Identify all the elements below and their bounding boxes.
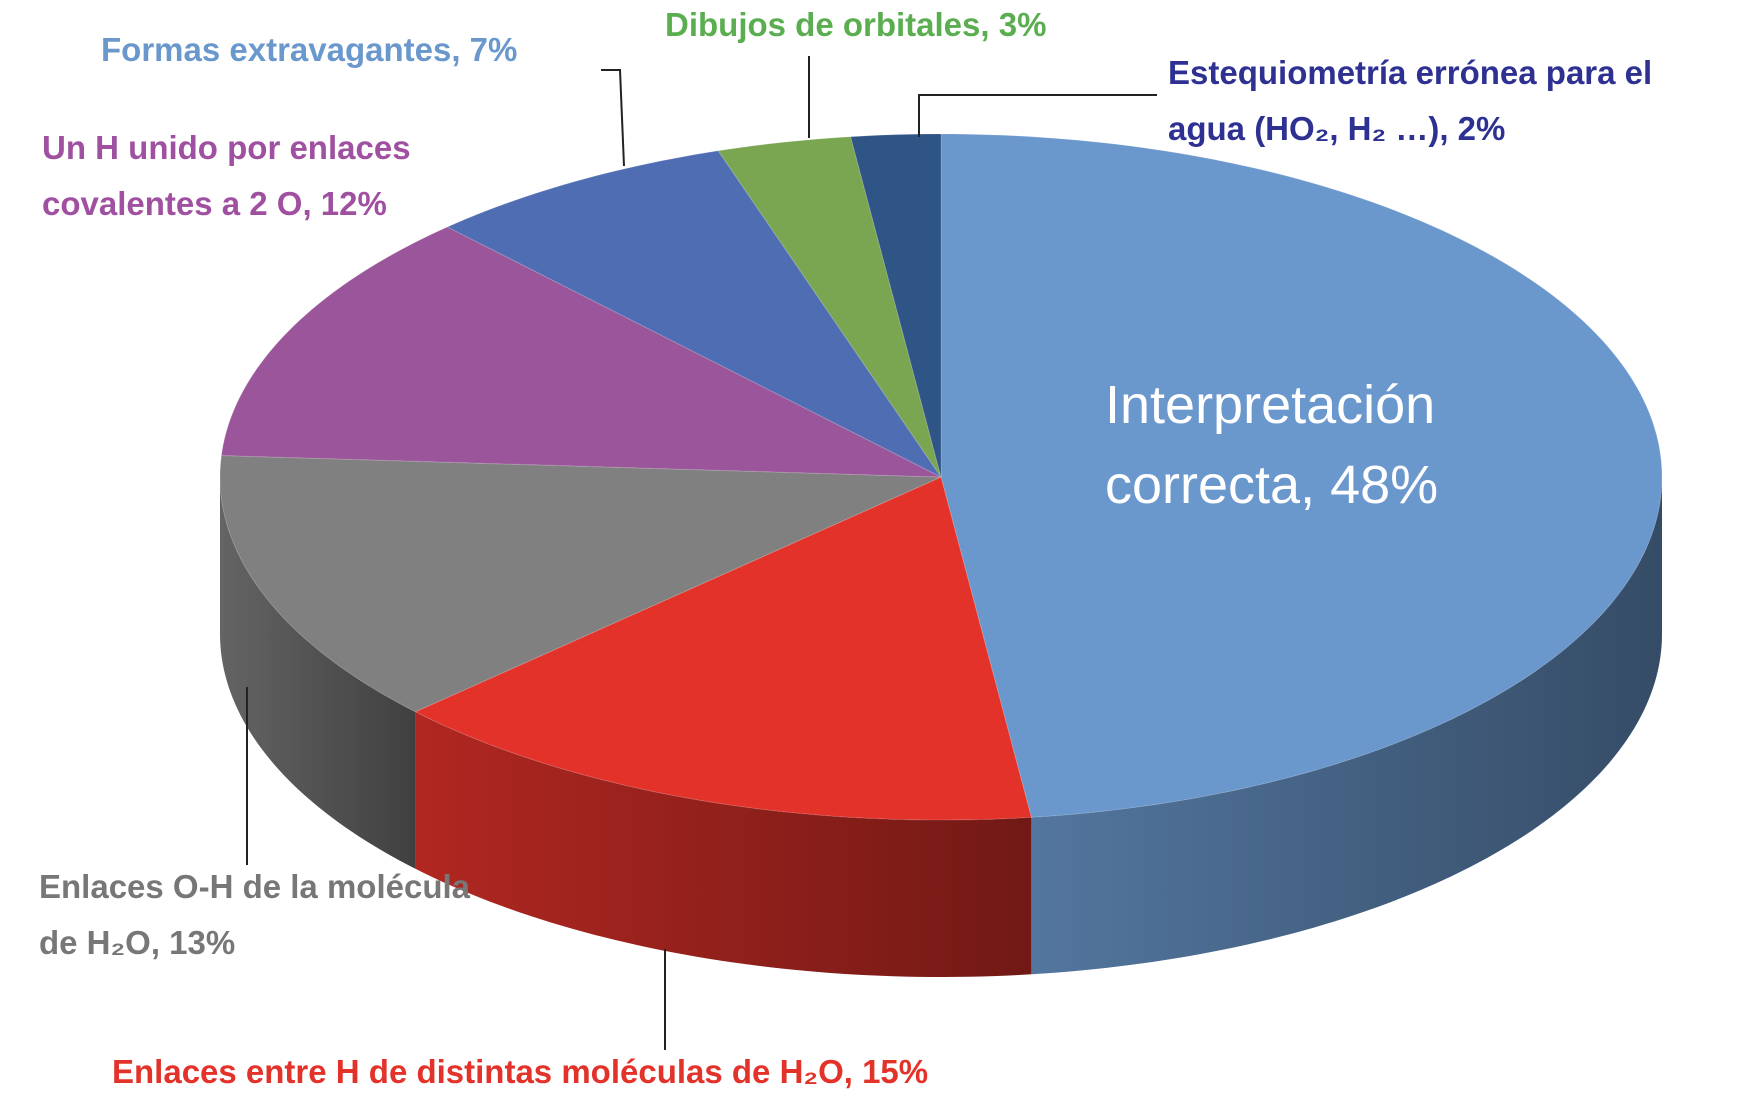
slice-side	[1031, 477, 1662, 975]
slice	[717, 136, 942, 478]
slice-side	[220, 477, 416, 869]
slice-label: Enlaces O-H de la molécula de H₂O, 13%	[39, 868, 470, 961]
slice	[446, 150, 942, 478]
slice	[220, 226, 942, 478]
slice	[940, 133, 1663, 818]
slice-label: Enlaces entre H de distintas moléculas d…	[112, 1053, 929, 1090]
slice	[219, 454, 942, 713]
slice-label-inside: Interpretación correcta, 48%	[1105, 375, 1439, 515]
pie-sides	[220, 477, 1662, 977]
slice-side	[415, 711, 1032, 977]
slice-label: Un H unido por enlaces covalentes a 2 O,…	[42, 129, 411, 222]
leader-line	[918, 94, 1157, 137]
slice-label: Estequiometría errónea para el agua (HO₂…	[1168, 54, 1653, 147]
pie-tops	[219, 133, 1663, 821]
slice-label: Formas extravagantes, 7%	[101, 31, 518, 68]
slice-label: Dibujos de orbitales, 3%	[665, 6, 1047, 43]
leader-line	[601, 69, 625, 167]
slice	[414, 476, 1033, 821]
slice	[849, 133, 942, 478]
